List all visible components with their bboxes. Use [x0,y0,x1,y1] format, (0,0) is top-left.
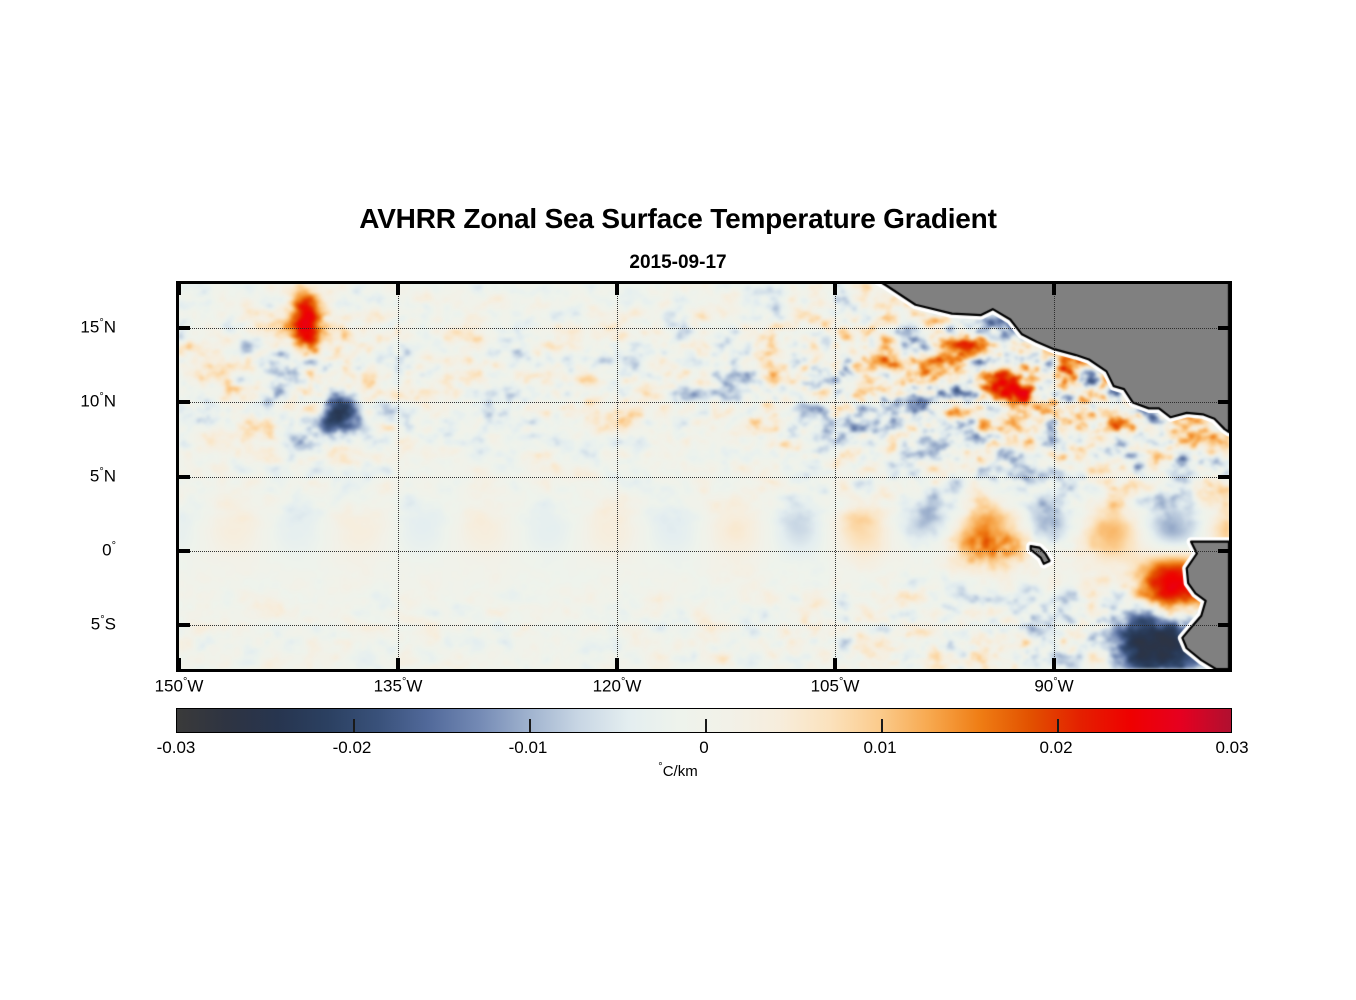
y-axis-tick [179,326,190,330]
colorbar-unit-label: °C/km [658,761,698,780]
x-axis-label-1: 135°W [373,676,423,696]
x-axis-tick [179,658,181,669]
x-axis-tick [615,658,619,669]
y-axis-tick [1218,549,1229,553]
y-axis-tick [179,549,190,553]
colorbar-label-0: -0.03 [156,738,196,757]
x-axis-label-0: 150°W [154,676,204,696]
y-axis-tick [1218,326,1229,330]
y-axis-label-0: 15°N [80,317,116,337]
y-axis-tick [1218,475,1229,479]
colorbar-label-3: 0 [699,738,709,757]
gridline-longitude [1054,284,1055,669]
chart-subtitle: 2015-09-17 [629,252,727,273]
colorbar [176,708,1232,733]
colorbar-label-2: -0.01 [508,738,548,757]
colorbar-tick [353,719,355,732]
x-axis-tick [396,658,400,669]
y-axis-tick [1218,623,1229,627]
colorbar-label-4: 0.01 [863,738,897,757]
y-axis-tick [179,475,190,479]
y-axis-label-2: 5°N [89,466,116,486]
gridline-latitude [179,402,1229,403]
x-axis-tick [1052,284,1056,295]
x-axis-tick [179,284,181,295]
x-axis-label-4: 90°W [1034,676,1074,696]
x-axis-tick [396,284,400,295]
y-axis-tick [1218,400,1229,404]
colorbar-tick [881,719,883,732]
x-axis-tick [833,284,837,295]
colorbar-tick [1057,719,1059,732]
x-axis-label-2: 120°W [592,676,642,696]
gridline-longitude [835,284,836,669]
colorbar-label-5: 0.02 [1039,738,1073,757]
gridline-latitude [179,328,1229,329]
x-axis-tick [1052,658,1056,669]
y-axis-tick [179,400,190,404]
y-axis-label-4: 5°S [90,614,116,634]
colorbar-gradient [177,709,1231,732]
x-axis-tick [833,658,837,669]
gridline-latitude [179,551,1229,552]
gridline-longitude [617,284,618,669]
gridline-latitude [179,477,1229,478]
colorbar-label-6: 0.03 [1215,738,1249,757]
y-axis-label-1: 10°N [80,391,116,411]
x-axis-label-3: 105°W [810,676,860,696]
colorbar-tick [705,719,707,732]
chart-title: AVHRR Zonal Sea Surface Temperature Grad… [359,203,997,234]
colorbar-label-1: -0.02 [332,738,372,757]
y-axis-tick [179,623,190,627]
gridline-longitude [398,284,399,669]
x-axis-tick [615,284,619,295]
y-axis-label-3: 0° [102,540,116,560]
map-axes [176,281,1232,672]
colorbar-tick [529,719,531,732]
gridline-latitude [179,625,1229,626]
